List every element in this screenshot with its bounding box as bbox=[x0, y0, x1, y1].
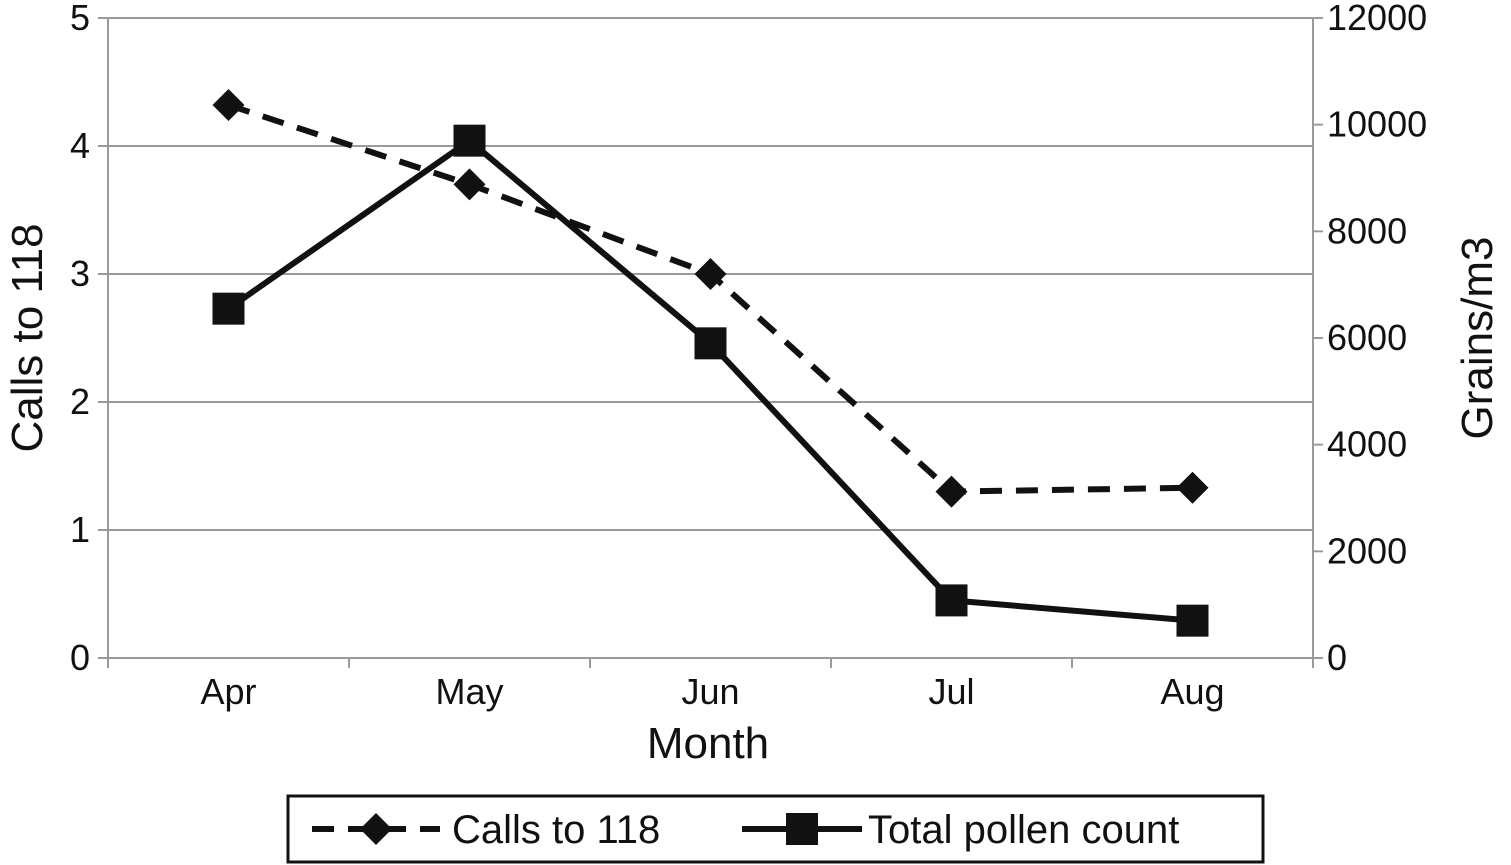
diamond-marker bbox=[453, 168, 486, 201]
square-marker bbox=[1176, 604, 1209, 637]
y-axis-right: 0 2000 4000 6000 8000 10000 12000 bbox=[1313, 0, 1427, 678]
y-axis-left: 0 1 2 3 4 5 bbox=[70, 0, 108, 678]
y-right-tick-label: 8000 bbox=[1327, 210, 1407, 251]
y-axis-left-title: Calls to 118 bbox=[3, 223, 52, 452]
y-right-tick-label: 0 bbox=[1327, 637, 1347, 678]
legend-item-pollen: Total pollen count bbox=[742, 808, 1179, 852]
x-tick-label: Aug bbox=[1160, 671, 1224, 712]
x-axis: Apr May Jun Jul Aug bbox=[107, 658, 1314, 712]
x-tick-label: Jun bbox=[681, 671, 739, 712]
y-right-tick-label: 10000 bbox=[1327, 104, 1427, 145]
y-left-tick-label: 0 bbox=[70, 637, 90, 678]
x-tick-label: Apr bbox=[200, 671, 256, 712]
x-tick-label: Jul bbox=[928, 671, 974, 712]
y-left-tick-label: 3 bbox=[70, 253, 90, 294]
diamond-marker bbox=[212, 89, 245, 122]
square-marker bbox=[935, 584, 968, 617]
legend: Calls to 118 Total pollen count bbox=[286, 794, 1265, 864]
diamond-marker bbox=[935, 475, 968, 508]
series-line bbox=[226, 137, 1193, 624]
series-calls bbox=[212, 89, 1209, 508]
x-tick-label: May bbox=[435, 671, 503, 712]
y-left-tick-label: 1 bbox=[70, 509, 90, 550]
legend-item-calls: Calls to 118 bbox=[312, 808, 660, 852]
x-axis-title: Month bbox=[647, 719, 769, 768]
square-marker bbox=[212, 292, 245, 325]
y-right-tick-label: 6000 bbox=[1327, 317, 1407, 358]
legend-marker bbox=[360, 813, 392, 845]
series-line bbox=[227, 102, 1193, 495]
y-right-tick-label: 4000 bbox=[1327, 424, 1407, 465]
legend-label: Total pollen count bbox=[868, 808, 1179, 852]
diamond-marker bbox=[1176, 471, 1209, 504]
square-marker bbox=[694, 327, 727, 360]
series-layer bbox=[212, 89, 1209, 637]
legend-marker bbox=[786, 813, 818, 845]
y-left-tick-label: 4 bbox=[70, 125, 90, 166]
legend-label: Calls to 118 bbox=[452, 808, 660, 852]
series-pollen bbox=[212, 124, 1209, 637]
y-left-tick-label: 5 bbox=[70, 0, 90, 38]
square-marker bbox=[453, 124, 486, 157]
y-right-tick-label: 12000 bbox=[1327, 0, 1427, 38]
y-axis-right-title: Grains/m3 bbox=[1453, 237, 1502, 440]
y-right-tick-label: 2000 bbox=[1327, 530, 1407, 571]
legend-box bbox=[286, 794, 1265, 864]
diamond-marker bbox=[694, 258, 727, 290]
y-left-tick-label: 2 bbox=[70, 381, 90, 422]
